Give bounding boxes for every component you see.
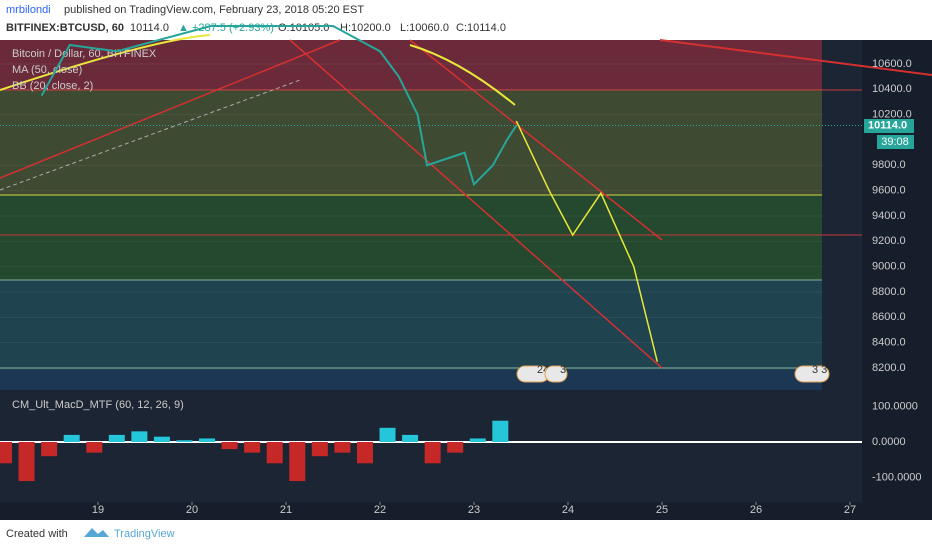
zone (0, 195, 822, 280)
trendline (659, 39, 932, 76)
macd-bar (266, 442, 283, 464)
macd-bar (379, 427, 396, 442)
open: O:10105.0 (278, 22, 329, 34)
y-tick-label: 10400.0 (872, 83, 912, 95)
y-tick-label: 9600.0 (872, 185, 906, 197)
macd-bar (402, 434, 419, 442)
x-tick-label: 27 (844, 504, 856, 516)
author: mrbilondi (6, 4, 51, 16)
macd-bar (86, 442, 103, 453)
x-tick-label: 26 (750, 504, 762, 516)
x-tick-label: 20 (186, 504, 198, 516)
y-tick-label: 9800.0 (872, 159, 906, 171)
y-tick-label: 9000.0 (872, 261, 906, 273)
trendline (0, 39, 341, 179)
time-scale (0, 502, 932, 520)
future-area (822, 40, 862, 390)
last-price: 10114.0 (868, 119, 907, 131)
published: published on TradingView.com, February 2… (64, 4, 364, 16)
last-price-tag (864, 119, 914, 133)
trendline (289, 39, 663, 369)
y-tick-label: 8600.0 (872, 311, 906, 323)
y-tick-label: 0.0000 (872, 436, 906, 448)
macd-bar (356, 442, 373, 464)
zone (0, 370, 822, 390)
y-tick-label: 8400.0 (872, 337, 906, 349)
zone (0, 90, 822, 195)
forecast-line (515, 120, 659, 362)
x-tick-label: 22 (374, 504, 386, 516)
macd-bar (153, 436, 170, 442)
y-tick-label: 8800.0 (872, 286, 906, 298)
countdown-tag (877, 135, 914, 149)
y-tick-label: 10200.0 (872, 109, 912, 121)
macd-bar (334, 442, 351, 453)
macd-bar (131, 431, 148, 442)
price-line (42, 26, 517, 184)
high: H:10200.0 (340, 22, 391, 34)
y-tick-label: 100.0000 (872, 400, 918, 412)
x-tick-label: 21 (280, 504, 292, 516)
macd-bar (18, 442, 35, 482)
y-tick-label: 9200.0 (872, 235, 906, 247)
x-tick-label: 23 (468, 504, 480, 516)
x-tick-label: 25 (656, 504, 668, 516)
event: 3 3 (812, 364, 827, 376)
y-tick-label: -100.0000 (872, 471, 922, 483)
trendline (409, 39, 663, 241)
macd-bar (108, 434, 125, 442)
change: ▲ +287.5 (+2.93%) (178, 22, 274, 34)
event-badge[interactable] (544, 365, 568, 383)
macd-bar (244, 442, 261, 453)
macd-bar (221, 442, 238, 450)
macd-bar (447, 442, 464, 453)
low: L:10060.0 (400, 22, 449, 34)
y-tick-label: 8200.0 (872, 362, 906, 374)
event: 3 (560, 364, 566, 376)
countdown: 39:08 (881, 136, 909, 148)
macd-bar (424, 442, 441, 464)
last: 10114.0 (130, 22, 169, 34)
close: C:10114.0 (456, 22, 506, 34)
macd-bar (176, 440, 193, 442)
created: Created with (6, 528, 68, 540)
macd-bar (41, 442, 58, 457)
macd-bar (63, 434, 80, 442)
macd-label: CM_Ult_MacD_MTF (60, 12, 26, 9) (12, 399, 184, 411)
macd-bar (0, 442, 12, 464)
logo (84, 528, 109, 537)
y-tick-label: 9400.0 (872, 210, 906, 222)
price-scale (862, 40, 932, 502)
legend: BB (20, close, 2) (12, 80, 93, 92)
legend: MA (50, close) (12, 64, 82, 76)
macd-bar (289, 442, 306, 482)
trendline (0, 79, 301, 191)
brand[interactable]: TradingView (114, 528, 175, 540)
macd-bar (492, 420, 509, 442)
y-tick-label: 10600.0 (872, 58, 912, 70)
legend: Bitcoin / Dollar, 60, BITFINEX (12, 48, 157, 60)
macd-bar (311, 442, 328, 457)
symbol: BITFINEX:BTCUSD, 60 (6, 22, 124, 34)
x-tick-label: 24 (562, 504, 574, 516)
event-badge[interactable] (794, 365, 830, 383)
macd-bar (469, 438, 486, 442)
macd-bar (199, 438, 216, 442)
x-tick-label: 19 (92, 504, 104, 516)
zone (0, 280, 822, 370)
moving-average (0, 34, 516, 106)
